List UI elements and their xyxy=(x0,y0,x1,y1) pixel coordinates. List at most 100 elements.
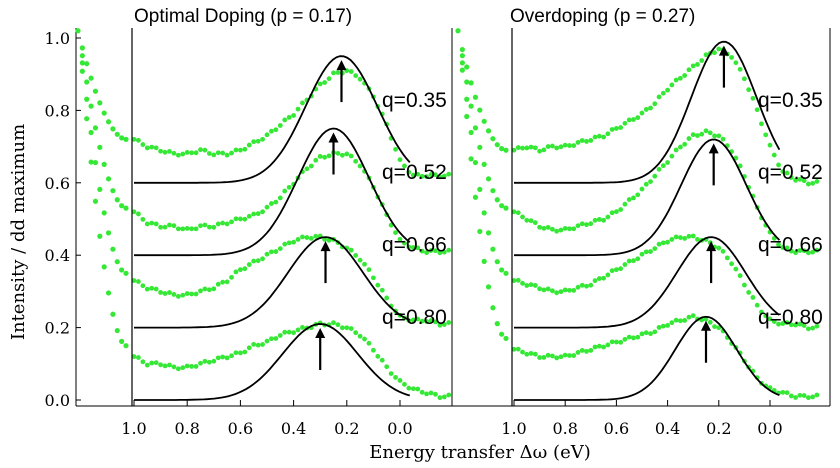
data-point xyxy=(158,290,164,295)
data-point xyxy=(686,233,692,239)
data-point xyxy=(737,273,743,279)
data-point xyxy=(767,316,773,322)
data-point xyxy=(238,267,243,273)
data-point xyxy=(88,103,94,109)
data-point xyxy=(485,176,492,182)
data-point xyxy=(643,330,649,336)
data-point xyxy=(695,236,700,242)
data-point xyxy=(601,275,606,281)
data-point xyxy=(554,290,560,296)
data-point xyxy=(202,358,208,364)
data-point xyxy=(614,209,619,215)
data-point xyxy=(455,28,461,34)
data-point xyxy=(571,353,577,358)
data-point xyxy=(472,194,479,200)
data-point xyxy=(601,217,606,223)
data-point xyxy=(123,205,129,211)
data-point xyxy=(331,320,336,326)
data-point xyxy=(317,81,323,87)
data-point xyxy=(105,290,112,296)
fit-curve xyxy=(134,127,411,257)
data-point xyxy=(215,221,221,227)
data-point xyxy=(472,125,479,131)
data-point xyxy=(260,342,265,347)
data-point xyxy=(144,221,150,227)
data-point xyxy=(300,324,305,330)
data-point xyxy=(643,249,649,255)
data-point xyxy=(716,325,722,331)
data-point xyxy=(477,186,483,193)
x-tick-label: 0.0 xyxy=(757,419,782,438)
data-point xyxy=(357,76,363,82)
data-point xyxy=(788,248,794,254)
data-point xyxy=(588,282,594,288)
data-point xyxy=(171,223,177,229)
data-point xyxy=(686,314,692,320)
data-point xyxy=(193,364,199,369)
y-tick-label: 0.0 xyxy=(45,391,70,410)
data-point xyxy=(503,205,509,211)
fit-curve xyxy=(514,315,780,401)
data-point xyxy=(437,322,443,328)
data-point xyxy=(229,150,234,156)
data-point xyxy=(545,225,551,230)
data-point xyxy=(260,256,265,262)
data-point xyxy=(652,246,658,251)
data-point xyxy=(277,246,283,251)
data-point xyxy=(490,188,496,194)
data-point xyxy=(308,163,314,169)
data-point xyxy=(673,234,679,240)
data-point xyxy=(79,53,85,59)
data-point xyxy=(524,145,530,151)
data-point xyxy=(686,67,692,73)
data-point xyxy=(528,218,534,224)
data-point xyxy=(353,330,359,336)
data-point xyxy=(428,172,434,177)
data-point xyxy=(277,123,283,128)
data-point xyxy=(114,259,120,265)
data-point xyxy=(797,392,803,398)
data-point xyxy=(810,394,816,400)
data-point xyxy=(180,292,186,298)
data-point xyxy=(690,233,696,239)
data-point xyxy=(810,180,816,186)
data-point xyxy=(246,345,252,351)
data-point xyxy=(79,60,85,66)
data-point xyxy=(441,394,447,400)
data-point xyxy=(712,133,717,139)
data-point xyxy=(562,352,568,358)
data-point xyxy=(144,145,150,151)
data-point xyxy=(189,291,195,297)
data-point xyxy=(499,146,505,152)
data-point xyxy=(571,143,577,148)
data-point xyxy=(699,58,705,63)
data-point xyxy=(326,237,332,243)
data-point xyxy=(690,63,696,69)
data-point xyxy=(238,350,243,356)
q-label: q=0.52 xyxy=(382,161,447,184)
data-point xyxy=(441,322,447,327)
data-point xyxy=(605,342,611,348)
data-point xyxy=(678,75,683,81)
data-point xyxy=(806,395,811,401)
data-point xyxy=(105,176,112,182)
data-point xyxy=(397,157,403,163)
data-point xyxy=(233,147,239,153)
data-point xyxy=(220,220,226,226)
data-point xyxy=(428,248,434,253)
data-point xyxy=(750,295,756,300)
data-point xyxy=(366,267,372,273)
data-point xyxy=(441,249,447,255)
data-point xyxy=(656,94,662,100)
data-point xyxy=(348,153,354,159)
x-tick-label: 0.0 xyxy=(387,419,412,438)
data-point xyxy=(584,283,589,289)
data-point xyxy=(238,216,243,222)
data-point xyxy=(415,316,421,322)
y-axis-label: Intensity / dd maximum xyxy=(8,124,29,340)
data-point xyxy=(84,79,90,85)
data-point xyxy=(101,264,107,270)
data-point xyxy=(656,241,662,247)
data-point xyxy=(175,294,181,299)
data-point xyxy=(357,257,363,263)
